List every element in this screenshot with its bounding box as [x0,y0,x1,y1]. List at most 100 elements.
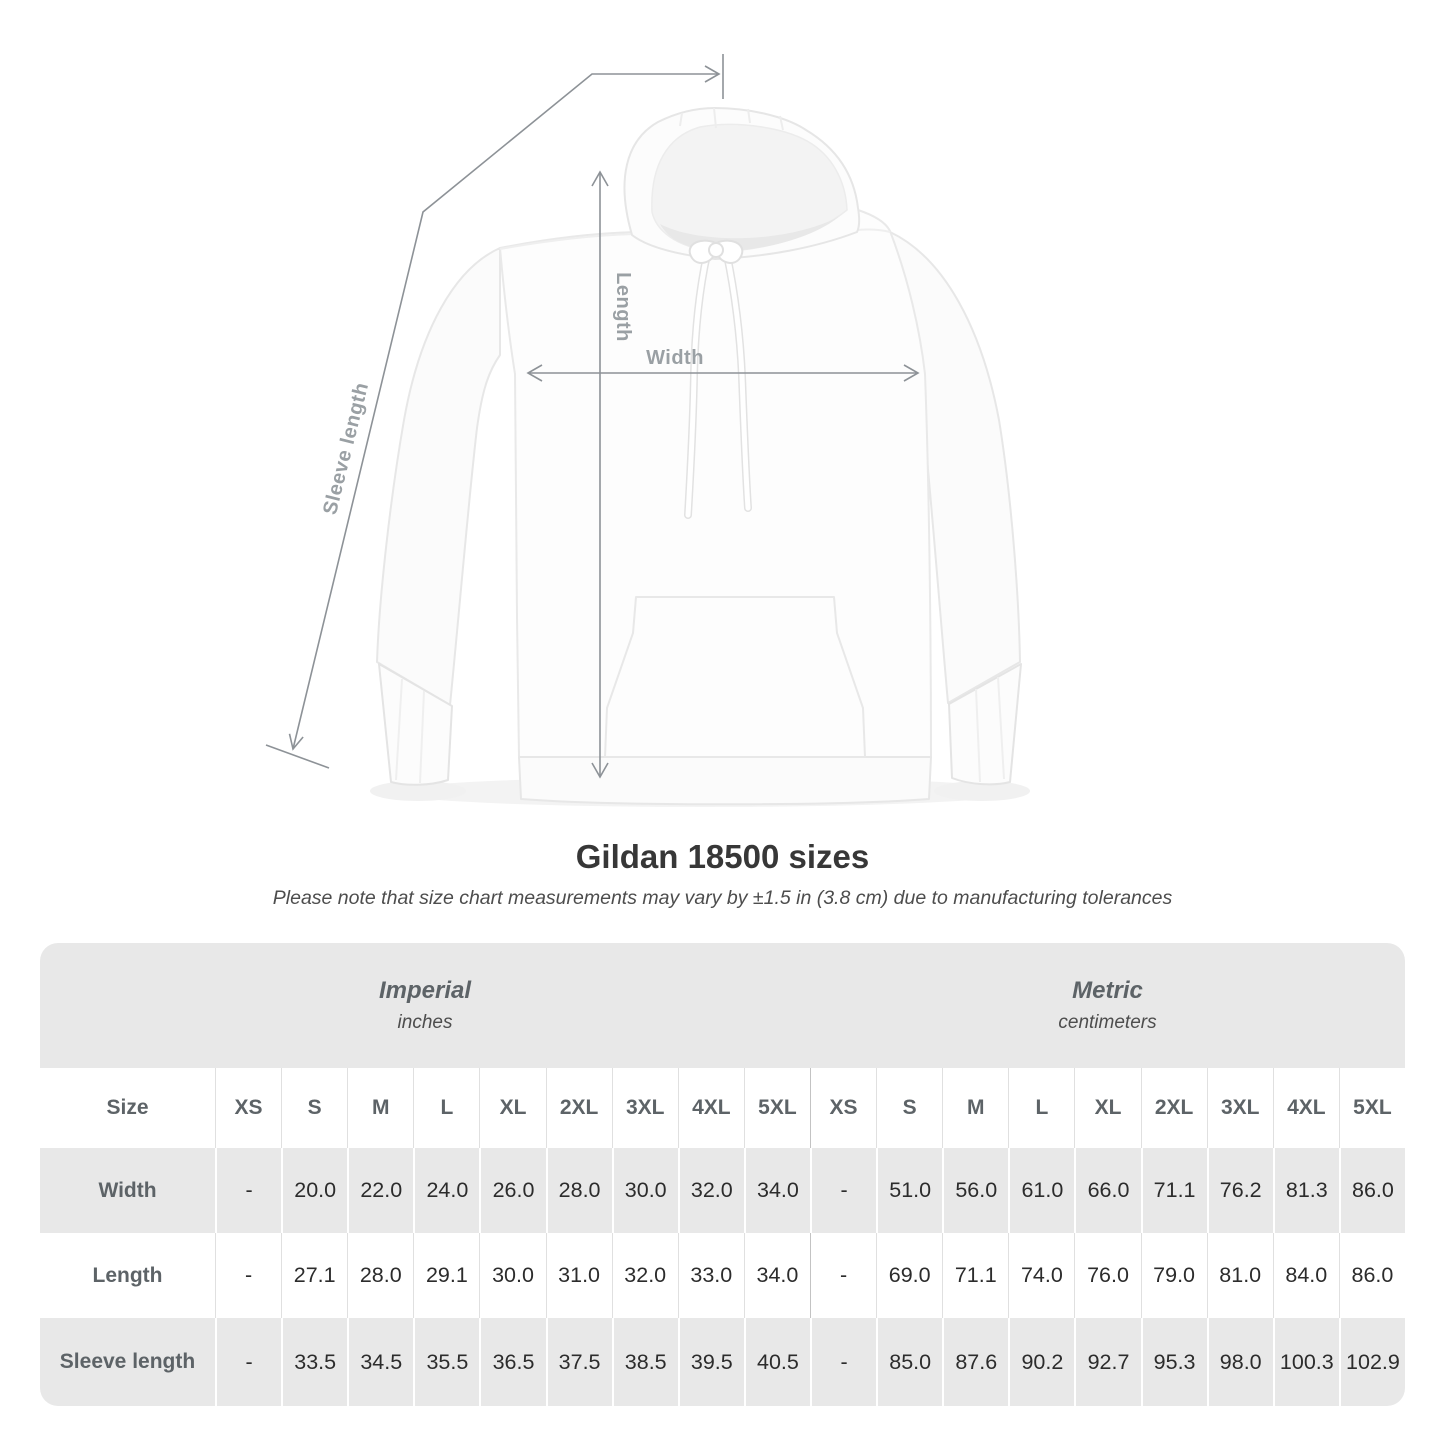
size-header-row: Size XS S M L XL 2XL 3XL 4XL 5XL XS S M … [40,1068,1405,1148]
width-metric-value: 86.0 [1338,1148,1405,1233]
length-metric-value: - [810,1233,876,1318]
length-imperial-value: 33.0 [677,1233,744,1318]
width-metric-value: 56.0 [942,1148,1008,1233]
length-imperial-value: 31.0 [545,1233,612,1318]
row-label-sleeve-length: Sleeve length [59,1350,196,1373]
metric-group-unit: centimeters [1058,1012,1157,1033]
size-header-metric-s: S [876,1068,942,1148]
imperial-group-header: Imperial inches [40,943,810,1068]
sleeve-metric-value: 90.2 [1008,1318,1074,1406]
size-header-metric-5xl: 5XL [1338,1068,1405,1148]
size-header-imperial-s: S [281,1068,347,1148]
length-metric-value: 69.0 [876,1233,942,1318]
sleeve-imperial-value: 40.5 [743,1318,810,1406]
sleeve-metric-value: 92.7 [1074,1318,1140,1406]
length-imperial-value: 32.0 [611,1233,678,1318]
imperial-group-name: Imperial [378,977,472,1004]
length-imperial-value: 30.0 [479,1233,545,1318]
table-row-width: Width - 20.0 22.0 24.0 26.0 28.0 30.0 32… [40,1148,1405,1233]
tolerance-note: Please note that size chart measurements… [272,887,1173,909]
size-header-imperial-5xl: 5XL [743,1068,810,1148]
sleeve-imperial-value: 38.5 [611,1318,678,1406]
length-imperial-value: 27.1 [281,1233,347,1318]
length-metric-value: 81.0 [1206,1233,1273,1318]
size-header-metric-xs: XS [810,1068,876,1148]
hoodie-cuffs [378,663,1022,786]
measurement-lines [265,54,920,779]
size-header-metric-l: L [1008,1068,1074,1148]
row-label-width: Width [98,1178,157,1202]
width-imperial-value: 34.0 [743,1148,810,1233]
sleeve-imperial-value: 39.5 [677,1318,744,1406]
length-imperial-value: 28.0 [347,1233,413,1318]
sleeve-imperial-value: 36.5 [479,1318,545,1406]
sleeve-imperial-value: 34.5 [347,1318,413,1406]
sleeve-metric-value: - [810,1318,876,1406]
hoodie-hood [623,107,861,260]
width-metric-value: 76.2 [1206,1148,1273,1233]
sleeve-metric-value: 98.0 [1206,1318,1273,1406]
size-header-imperial-m: M [347,1068,413,1148]
table-row-sleeve-length: Sleeve length - 33.5 34.5 35.5 36.5 37.5… [40,1318,1405,1406]
size-header-metric-4xl: 4XL [1272,1068,1339,1148]
width-arrow [526,364,920,382]
length-metric-value: 86.0 [1338,1233,1405,1318]
width-metric-value: 61.0 [1008,1148,1074,1233]
width-imperial-value: 30.0 [611,1148,678,1233]
size-header-metric-xl: XL [1074,1068,1140,1148]
hoodie-hem [518,756,932,806]
sleeve-imperial-value: - [215,1318,281,1406]
length-imperial-value: - [215,1233,281,1318]
row-label-length: Length [92,1263,163,1287]
width-imperial-value: 24.0 [413,1148,479,1233]
width-measure-label: Width [646,347,704,369]
hoodie-illustration: Width Length Sleeve length [265,54,1030,807]
size-header-imperial-3xl: 3XL [611,1068,678,1148]
width-imperial-value: 26.0 [479,1148,545,1233]
sleeve-metric-value: 87.6 [942,1318,1008,1406]
width-imperial-value: 32.0 [677,1148,744,1233]
table-row-length: Length - 27.1 28.0 29.1 30.0 31.0 32.0 3… [40,1233,1405,1318]
width-imperial-value: - [215,1148,281,1233]
width-imperial-value: 28.0 [545,1148,612,1233]
length-arrow [591,170,609,779]
length-metric-value: 84.0 [1272,1233,1339,1318]
length-imperial-value: 34.0 [743,1233,810,1318]
width-imperial-value: 22.0 [347,1148,413,1233]
length-metric-value: 71.1 [942,1233,1008,1318]
sleeve-metric-value: 95.3 [1140,1318,1207,1406]
hoodie-pocket [604,596,866,758]
length-metric-value: 74.0 [1008,1233,1074,1318]
length-metric-value: 76.0 [1074,1233,1140,1318]
sleeve-imperial-value: 37.5 [545,1318,612,1406]
size-header-metric-3xl: 3XL [1206,1068,1273,1148]
length-imperial-value: 29.1 [413,1233,479,1318]
size-header-metric-2xl: 2XL [1140,1068,1207,1148]
size-header-imperial-xl: XL [479,1068,545,1148]
hoodie-drawstrings [684,239,752,519]
size-header-imperial-xs: XS [215,1068,281,1148]
size-header-imperial-4xl: 4XL [677,1068,744,1148]
sleeve-length-arrow [265,54,724,769]
length-measure-label: Length [612,272,634,342]
size-column-header: Size [106,1096,149,1119]
width-metric-value: - [810,1148,876,1233]
size-header-imperial-2xl: 2XL [545,1068,612,1148]
size-header-imperial-l: L [413,1068,479,1148]
length-metric-value: 79.0 [1140,1233,1207,1318]
sleeve-imperial-value: 35.5 [413,1318,479,1406]
sleeve-metric-value: 100.3 [1272,1318,1339,1406]
width-metric-value: 81.3 [1272,1148,1339,1233]
size-header-metric-m: M [942,1068,1008,1148]
page-title: Gildan 18500 sizes [575,838,870,875]
metric-group-name: Metric [1072,977,1143,1004]
width-imperial-value: 20.0 [281,1148,347,1233]
imperial-group-unit: inches [397,1012,453,1033]
sleeve-imperial-value: 33.5 [281,1318,347,1406]
sleeve-metric-value: 102.9 [1338,1318,1405,1406]
unit-group-row: Imperial inches Metric centimeters [40,943,1405,1068]
metric-group-header: Metric centimeters [810,943,1405,1068]
width-metric-value: 66.0 [1074,1148,1140,1233]
size-chart-table: Imperial inches Metric centimeters Size … [40,943,1405,1406]
width-metric-value: 51.0 [876,1148,942,1233]
